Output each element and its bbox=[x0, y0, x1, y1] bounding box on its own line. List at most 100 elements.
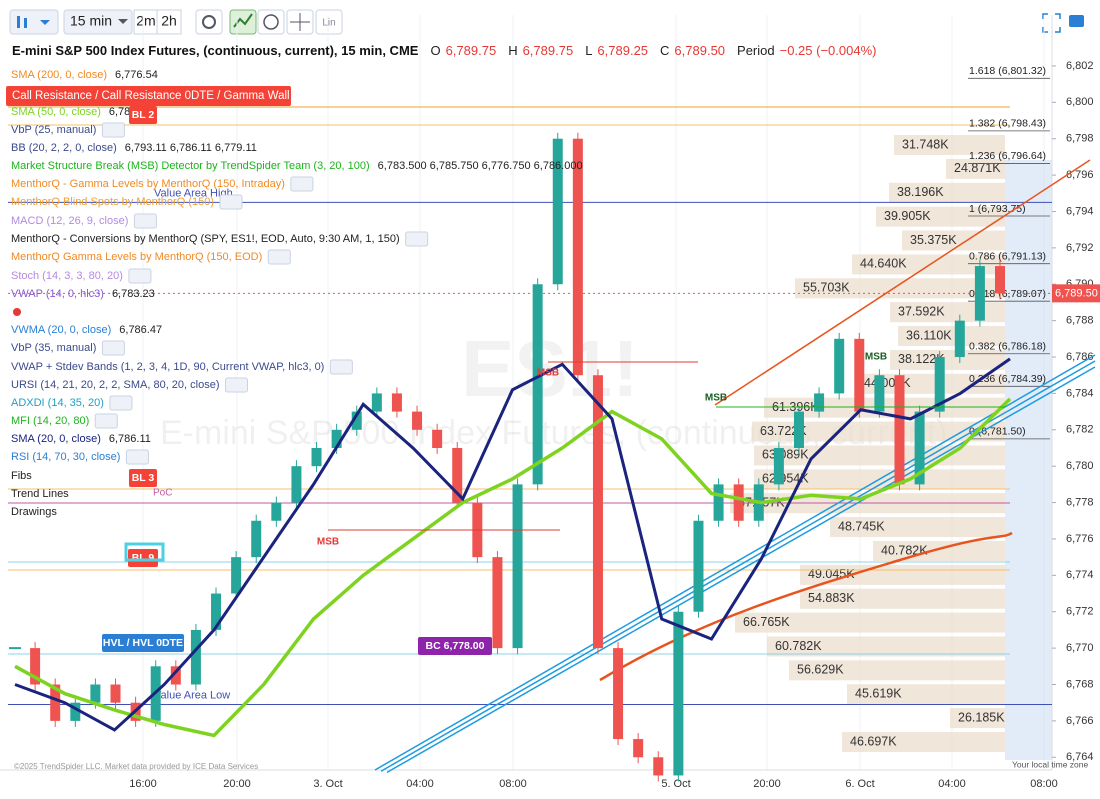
fullscreen-button[interactable] bbox=[1042, 13, 1061, 33]
x-tick-label: 16:00 bbox=[129, 778, 157, 790]
level-tag-label: Call Resistance / Call Resistance 0DTE /… bbox=[12, 90, 322, 102]
interval-button-label: 2m bbox=[136, 13, 155, 29]
timezone: Your local time zone bbox=[1012, 759, 1089, 769]
trend-channel bbox=[386, 366, 1096, 774]
settings-button[interactable] bbox=[195, 9, 223, 35]
visibility-toggle[interactable] bbox=[94, 413, 118, 429]
copyright: ©2025 TrendSpider LLC. Market data provi… bbox=[14, 762, 258, 771]
candle bbox=[110, 684, 121, 703]
volume-profile-bar bbox=[946, 158, 1005, 179]
current-profile bbox=[1005, 160, 1052, 760]
indicator-name: MenthorQ - Conversions by MenthorQ (SPY,… bbox=[11, 233, 400, 245]
volume-profile-bar bbox=[852, 254, 1005, 275]
indicator-name: VWAP + Stdev Bands (1, 2, 3, 4, 1D, 90, … bbox=[11, 361, 324, 373]
volume-profile-label: 35.375K bbox=[910, 233, 957, 247]
x-tick-label: 5. Oct bbox=[661, 778, 690, 790]
clock-button[interactable] bbox=[257, 9, 285, 35]
y-tick-label: 6,764 bbox=[1066, 751, 1094, 763]
value-area-low-label: Value Area Low bbox=[154, 689, 230, 701]
visibility-toggle[interactable] bbox=[101, 340, 125, 356]
candle bbox=[291, 466, 302, 503]
tag-label: BL 2 bbox=[132, 109, 155, 121]
volume-profile-label: 24.871K bbox=[954, 161, 1001, 175]
visibility-toggle[interactable] bbox=[267, 249, 291, 265]
candle bbox=[773, 447, 784, 485]
header-h: 6,789.75 bbox=[523, 43, 574, 58]
visibility-toggle[interactable] bbox=[101, 122, 125, 138]
candle bbox=[30, 648, 41, 685]
volume-profile-label: 40.782K bbox=[881, 543, 928, 557]
msb-label: MSB bbox=[865, 352, 887, 363]
tag bbox=[128, 549, 158, 567]
candle bbox=[211, 593, 222, 630]
tag bbox=[129, 106, 157, 124]
tag-outline bbox=[124, 542, 165, 562]
y-tick-label: 6,788 bbox=[1066, 315, 1094, 327]
candle bbox=[371, 393, 382, 412]
tag-label: BL 3 bbox=[132, 472, 155, 484]
candle bbox=[834, 338, 845, 394]
icon bbox=[17, 16, 20, 28]
candle bbox=[693, 520, 704, 612]
header-o-label: O bbox=[430, 43, 440, 58]
fib-label: 0.618 (6,789.07) bbox=[969, 288, 1046, 300]
indicator-name: MenthorQ - Gamma Levels by MenthorQ (150… bbox=[11, 178, 285, 190]
candle bbox=[673, 611, 684, 776]
msb-label: MSB bbox=[317, 537, 339, 548]
candle bbox=[311, 447, 322, 467]
header-c: 6,789.50 bbox=[674, 43, 725, 58]
visibility-toggle[interactable] bbox=[133, 213, 157, 229]
level-tag bbox=[6, 86, 291, 106]
volume-profile-bar bbox=[795, 278, 1005, 299]
candle bbox=[50, 684, 61, 721]
interval-button[interactable] bbox=[156, 9, 182, 35]
indicator-value: 6,786.11 bbox=[109, 433, 151, 445]
indicator-value: 6,783.23 bbox=[112, 288, 155, 300]
x-tick-label: 20:00 bbox=[753, 778, 781, 790]
indicator-name: BB (20, 2, 2, 0, close) bbox=[11, 142, 117, 154]
indicator-name: SMA (20, 0, close) bbox=[11, 433, 101, 445]
y-tick-label: 6,770 bbox=[1066, 642, 1094, 654]
visibility-toggle[interactable] bbox=[128, 268, 152, 284]
candle bbox=[432, 429, 443, 448]
header-h-label: H bbox=[508, 43, 517, 58]
volume-profile-label: 46.697K bbox=[850, 734, 897, 748]
scale-button[interactable] bbox=[315, 9, 343, 35]
x-tick-label: 3. Oct bbox=[313, 778, 342, 790]
x-tick-label: 20:00 bbox=[223, 778, 251, 790]
indicator-name: MFI (14, 20, 80) bbox=[11, 415, 89, 427]
candle bbox=[190, 629, 201, 685]
volume-profile-label: 62.954K bbox=[762, 472, 809, 486]
header: E-mini S&P 500 Index Futures, (continuou… bbox=[12, 43, 876, 58]
volume-profile-label: 49.045K bbox=[808, 567, 855, 581]
volume-profile-label: 39.905K bbox=[884, 209, 931, 223]
volume-profile-bar bbox=[735, 612, 1005, 633]
interval-select[interactable] bbox=[63, 9, 133, 35]
visibility-toggle[interactable] bbox=[405, 231, 429, 247]
visibility-toggle[interactable] bbox=[109, 395, 133, 411]
candle bbox=[512, 484, 523, 649]
snapshot-button[interactable] bbox=[1069, 15, 1084, 27]
candle bbox=[572, 138, 583, 376]
x-tick-label: 08:00 bbox=[499, 778, 527, 790]
candle bbox=[854, 338, 865, 412]
candle bbox=[934, 357, 945, 412]
fib-label: 1.382 (6,798.43) bbox=[969, 118, 1046, 130]
interval-button[interactable] bbox=[133, 9, 159, 35]
visibility-toggle[interactable] bbox=[329, 359, 353, 375]
visibility-toggle[interactable] bbox=[290, 176, 314, 192]
volume-profile-label: 26.185K bbox=[958, 710, 1005, 724]
sma20-line bbox=[14, 357, 1011, 732]
y-tick-label: 6,774 bbox=[1066, 569, 1094, 581]
candle bbox=[90, 684, 101, 703]
chart-type-button[interactable] bbox=[9, 9, 59, 35]
scale-label: Lin bbox=[322, 18, 335, 29]
visibility-toggle[interactable] bbox=[125, 449, 149, 465]
y-tick-label: 6,796 bbox=[1066, 169, 1094, 181]
candle bbox=[552, 138, 563, 285]
indicator-name: Fibs bbox=[11, 470, 32, 482]
visibility-toggle[interactable] bbox=[219, 194, 243, 210]
visibility-toggle[interactable] bbox=[225, 377, 248, 393]
y-tick-label: 6,772 bbox=[1066, 606, 1094, 618]
indicator-name: SMA (200, 0, close) bbox=[11, 69, 107, 81]
